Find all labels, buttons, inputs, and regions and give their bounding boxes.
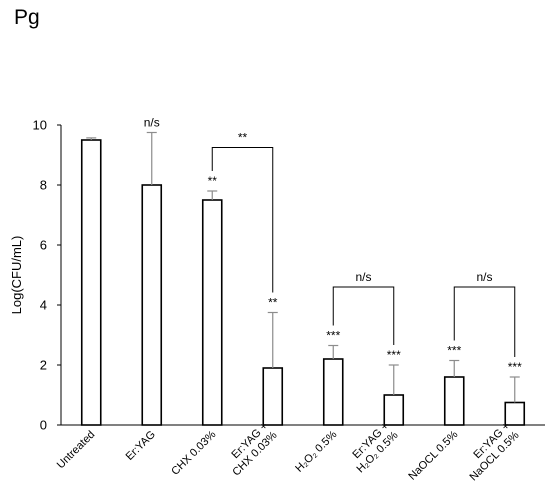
x-tick-label: H₂O₂ 0.5%	[293, 428, 339, 474]
comparison-bracket	[211, 147, 274, 293]
x-tick-label: Er:YAG +CHX 0.03%	[221, 420, 279, 478]
comparison-label: n/s	[476, 270, 492, 284]
comparison-label: n/s	[355, 270, 371, 284]
significance-label: ***	[387, 348, 401, 362]
significance-label: **	[268, 296, 278, 310]
bar	[504, 401, 526, 426]
y-tick-label: 2	[40, 358, 47, 373]
y-tick-label: 6	[40, 238, 47, 253]
y-tick-label: 4	[40, 298, 47, 313]
y-tick-label: 8	[40, 178, 47, 193]
bar	[262, 367, 284, 426]
y-axis-label: Log(CFU/mL)	[9, 236, 24, 315]
x-tick-label: Untreated	[55, 429, 98, 472]
bar	[80, 139, 102, 426]
x-tick-label-line: Er:YAG	[124, 429, 158, 463]
x-tick-label: NaOCL 0.5%	[406, 428, 460, 482]
x-tick-label-line: H₂O₂ 0.5%	[293, 428, 339, 474]
y-tick-label: 0	[40, 418, 47, 433]
significance-label: ***	[447, 344, 461, 358]
x-tick-label-line: CHX 0.03%	[169, 428, 218, 477]
comparison-label: **	[238, 131, 248, 145]
bar	[141, 184, 163, 426]
comparison-bracket	[453, 286, 516, 357]
significance-label: ***	[326, 329, 340, 343]
x-tick-label: Er:YAG	[124, 429, 158, 463]
bar	[201, 199, 223, 426]
significance-label: n/s	[144, 116, 160, 130]
bar	[322, 358, 344, 426]
x-tick-label: Er:YAG +NaOCL 0.5%	[458, 420, 521, 483]
comparison-bracket	[332, 286, 395, 345]
significance-label: ***	[508, 360, 522, 374]
x-tick-label-line: NaOCL 0.5%	[406, 428, 460, 482]
x-tick-label-line: Untreated	[55, 429, 98, 472]
panel-label: Pg	[14, 6, 40, 29]
bar	[383, 394, 405, 426]
significance-label: **	[208, 174, 218, 188]
bar	[443, 376, 465, 426]
y-tick-label: 10	[33, 118, 47, 133]
x-tick-label: CHX 0.03%	[169, 428, 218, 477]
x-tick-label: Er:YAG +H₂O₂ 0.5%	[345, 420, 400, 475]
